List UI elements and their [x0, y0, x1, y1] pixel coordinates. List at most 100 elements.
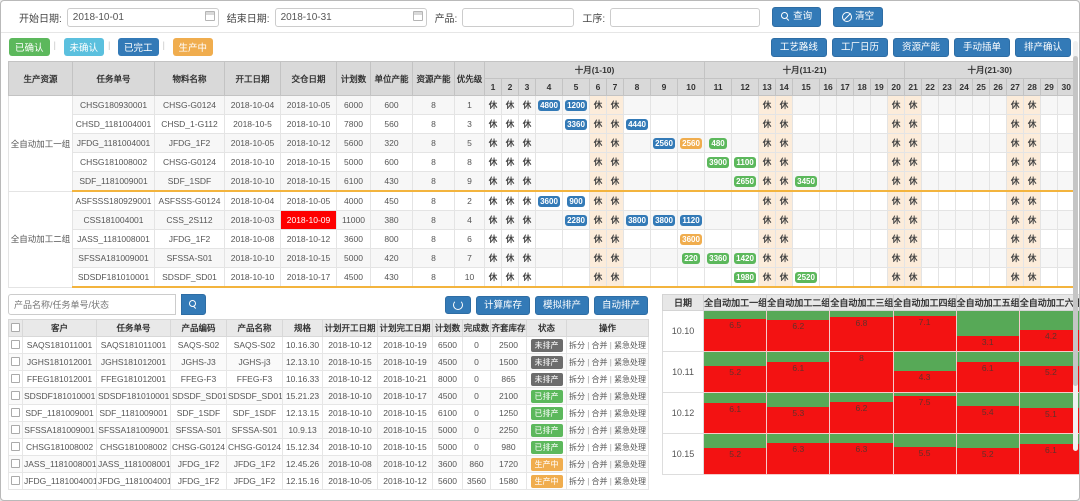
row-checkbox[interactable]	[11, 373, 20, 383]
action-link-紧急处理[interactable]: 紧急处理	[608, 477, 647, 486]
action-link-合并[interactable]: 合并	[585, 409, 608, 418]
capacity-cell[interactable]: 5.5	[892, 433, 957, 476]
action-link-拆分[interactable]: 拆分	[568, 476, 585, 486]
action-link-拆分[interactable]: 拆分	[568, 340, 585, 350]
calendar-icon[interactable]	[204, 11, 215, 21]
gantt-bar[interactable]: 2650	[734, 175, 756, 187]
action-link-合并[interactable]: 合并	[585, 443, 608, 452]
action-link-拆分[interactable]: 拆分	[568, 391, 585, 401]
action-link-合并[interactable]: 合并	[585, 358, 608, 367]
capacity-cell[interactable]: 5.2	[1018, 351, 1079, 394]
action-button-模拟排产[interactable]: 模拟排产	[534, 295, 589, 316]
toolbar-button-工厂日历[interactable]: 工厂日历	[831, 38, 888, 58]
capacity-cell[interactable]: 6.1	[955, 351, 1020, 394]
action-link-合并[interactable]: 合并	[585, 375, 608, 384]
capacity-cell[interactable]: 4.2	[1018, 310, 1079, 353]
order-row[interactable]: JASS_1181008001 JASS_1181008001 JFDG_1F2 JF…	[8, 455, 649, 474]
action-link-合并[interactable]: 合并	[585, 341, 608, 350]
toolbar-button-工艺路线[interactable]: 工艺路线	[770, 38, 827, 58]
action-link-紧急处理[interactable]: 紧急处理	[608, 443, 647, 452]
action-link-紧急处理[interactable]: 紧急处理	[608, 460, 647, 469]
order-row[interactable]: SDF_1181009001 SDF_1181009001 SDF_1SDF SDF_…	[8, 404, 649, 423]
capacity-cell[interactable]: 6.1	[766, 351, 831, 394]
row-checkbox[interactable]	[11, 390, 20, 400]
gantt-bar[interactable]: 3450	[795, 175, 817, 187]
gantt-bar[interactable]: 2520	[795, 271, 817, 283]
scrollbar-thumb[interactable]	[1073, 56, 1078, 386]
order-row[interactable]: FFEG181012001 FFEG181012001 FFEG-F3 FFEG-F3…	[8, 370, 649, 389]
action-link-拆分[interactable]: 拆分	[568, 408, 585, 418]
capacity-cell[interactable]: 7.1	[892, 310, 957, 353]
toolbar-button-排产确认[interactable]: 排产确认	[1014, 38, 1071, 58]
action-link-合并[interactable]: 合并	[585, 426, 608, 435]
action-link-紧急处理[interactable]: 紧急处理	[608, 358, 647, 367]
product-input[interactable]	[462, 7, 575, 27]
gantt-bar[interactable]: 1420	[734, 252, 756, 264]
capacity-cell[interactable]: 6.2	[766, 310, 831, 353]
gantt-bar[interactable]: 3800	[653, 214, 675, 226]
start-date-input[interactable]	[66, 8, 219, 27]
orders-search-button[interactable]	[181, 294, 206, 316]
vertical-scrollbar[interactable]	[1073, 41, 1078, 451]
row-checkbox[interactable]	[11, 424, 20, 434]
gantt-bar[interactable]: 2560	[653, 137, 675, 149]
gantt-bar[interactable]: 480	[709, 137, 727, 149]
toolbar-button-资源产能[interactable]: 资源产能	[892, 38, 949, 58]
action-link-拆分[interactable]: 拆分	[568, 425, 585, 435]
orders-search-input[interactable]	[8, 294, 176, 316]
capacity-cell[interactable]: 5.1	[1018, 392, 1079, 435]
query-button[interactable]: 查询	[772, 7, 822, 27]
action-link-合并[interactable]: 合并	[585, 392, 608, 401]
gantt-bar[interactable]: 3900	[707, 156, 729, 168]
action-link-紧急处理[interactable]: 紧急处理	[608, 426, 647, 435]
gantt-bar[interactable]: 4440	[626, 118, 648, 130]
capacity-cell[interactable]: 5.2	[955, 433, 1020, 476]
action-button-自动排产[interactable]: 自动排产	[593, 295, 648, 316]
capacity-cell[interactable]: 6.3	[766, 433, 831, 476]
gantt-bar[interactable]: 1120	[680, 214, 702, 226]
action-button-计算库存[interactable]: 计算库存	[475, 295, 530, 316]
action-link-拆分[interactable]: 拆分	[568, 357, 585, 367]
order-row[interactable]: SDSDF181010001 SDSDF181010001 SDSDF_SD01 SD…	[8, 387, 649, 406]
capacity-cell[interactable]: 4.3	[892, 351, 957, 394]
select-all-checkbox[interactable]	[11, 322, 20, 332]
action-link-合并[interactable]: 合并	[585, 477, 608, 486]
action-link-紧急处理[interactable]: 紧急处理	[608, 375, 647, 384]
capacity-cell[interactable]: 5.2	[703, 433, 768, 476]
action-link-紧急处理[interactable]: 紧急处理	[608, 392, 647, 401]
order-row[interactable]: SAQS181011001 SAQS181011001 SAQS-S02 SAQS-S…	[8, 336, 649, 355]
process-input[interactable]	[610, 7, 761, 27]
gantt-bar[interactable]: 3360	[565, 118, 587, 130]
row-checkbox[interactable]	[11, 458, 20, 468]
capacity-cell[interactable]: 5.2	[703, 351, 768, 394]
gantt-bar[interactable]: 2560	[680, 137, 702, 149]
action-link-拆分[interactable]: 拆分	[568, 442, 585, 452]
clear-button[interactable]: 清空	[833, 7, 884, 27]
gantt-bar[interactable]: 220	[682, 252, 700, 264]
refresh-button[interactable]	[444, 295, 471, 314]
action-link-拆分[interactable]: 拆分	[568, 459, 585, 469]
order-row[interactable]: CHSG181008002 CHSG181008002 CHSG-G0124 CHSG…	[8, 438, 649, 457]
capacity-cell[interactable]: 8	[829, 351, 894, 394]
action-link-紧急处理[interactable]: 紧急处理	[608, 409, 647, 418]
gantt-bar[interactable]: 1100	[734, 156, 756, 168]
order-row[interactable]: JGHS181012001 JGHS181012001 JGHS-J3 JGHS-j3…	[8, 353, 649, 372]
toolbar-button-手动插单[interactable]: 手动插单	[953, 38, 1010, 58]
order-row[interactable]: SFSSA181009001 SFSSA181009001 SFSSA-S01 SFS…	[8, 421, 649, 440]
action-link-紧急处理[interactable]: 紧急处理	[608, 341, 647, 350]
gantt-bar[interactable]: 3600	[538, 195, 560, 207]
capacity-cell[interactable]: 6.5	[703, 310, 768, 353]
gantt-bar[interactable]: 2280	[565, 214, 587, 226]
action-link-拆分[interactable]: 拆分	[568, 374, 585, 384]
capacity-cell[interactable]: 6.1	[1018, 433, 1079, 476]
action-link-合并[interactable]: 合并	[585, 460, 608, 469]
capacity-cell[interactable]: 5.4	[955, 392, 1020, 435]
capacity-cell[interactable]: 3.1	[955, 310, 1020, 353]
row-checkbox[interactable]	[11, 407, 20, 417]
gantt-bar[interactable]: 3800	[626, 214, 648, 226]
capacity-cell[interactable]: 5.3	[766, 392, 831, 435]
gantt-bar[interactable]: 3600	[680, 233, 702, 245]
capacity-cell[interactable]: 6.2	[829, 392, 894, 435]
capacity-cell[interactable]: 6.1	[703, 392, 768, 435]
row-checkbox[interactable]	[11, 356, 20, 366]
